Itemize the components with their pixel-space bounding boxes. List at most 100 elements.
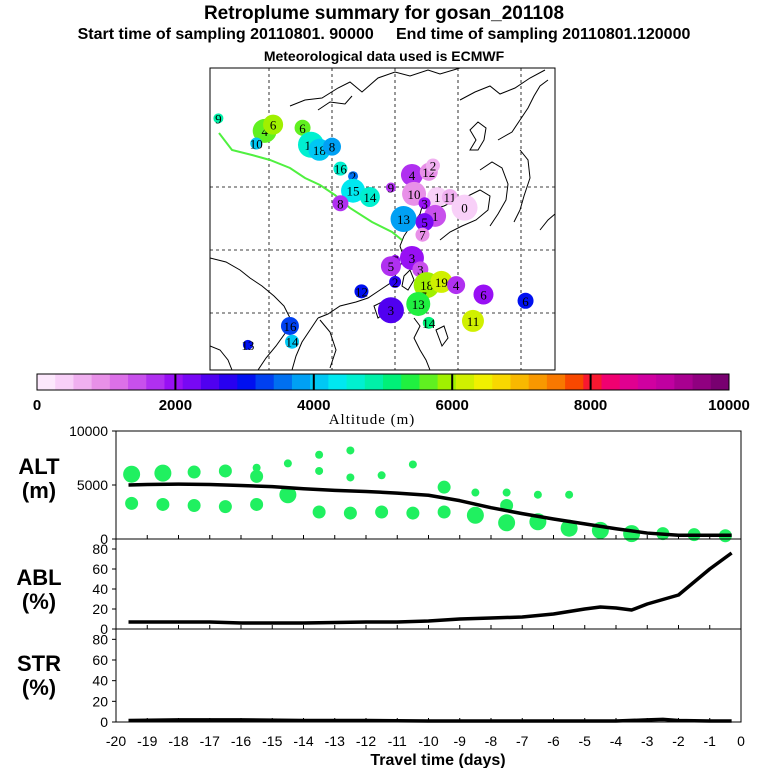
- cluster-marker: [285, 334, 300, 349]
- cluster-label: 2: [392, 275, 399, 290]
- cluster-marker: [294, 119, 311, 136]
- colorbar: 0 2000 4000 6000 8000 10000 Altitude (m): [33, 373, 750, 428]
- colorbar-swatch: [291, 374, 311, 390]
- y-tick-label: 5000: [77, 477, 108, 493]
- alt-label-line1: ALT: [18, 454, 60, 479]
- cluster-label: 14: [422, 316, 436, 331]
- cluster-marker: [425, 158, 440, 173]
- cluster-label: 15: [347, 184, 360, 199]
- cluster-label: 10: [250, 137, 263, 152]
- cluster-label: 9: [215, 111, 222, 126]
- colorbar-swatch: [200, 374, 220, 390]
- cluster-label: 6: [270, 118, 277, 133]
- x-tick-label: -3: [641, 733, 654, 749]
- colorbar-swatch: [55, 374, 74, 390]
- x-tick-label: -11: [388, 733, 407, 749]
- cluster-marker: [250, 137, 263, 150]
- cluster-marker: [517, 292, 534, 309]
- cluster-label: 18: [420, 278, 433, 293]
- colorbar-swatch: [383, 374, 402, 390]
- colorbar-swatch: [619, 374, 639, 390]
- colorbar-swatch: [528, 374, 548, 390]
- cluster-label: 16: [334, 162, 348, 177]
- x-tick-label: -13: [325, 733, 345, 749]
- cluster-marker: [213, 113, 224, 124]
- series-line: [128, 717, 732, 723]
- map-frame: [209, 67, 556, 371]
- cluster-marker: [400, 163, 423, 186]
- y-tick-label: 20: [92, 693, 108, 709]
- colorbar-swatch: [419, 374, 439, 390]
- x-tick-label: -8: [485, 733, 498, 749]
- x-tick-label: -7: [516, 733, 529, 749]
- cluster-marker: [451, 194, 478, 221]
- y-tick-label: 60: [92, 561, 108, 577]
- colorbar-swatch: [583, 374, 603, 390]
- end-time: End time of sampling 20110801.120000: [396, 26, 691, 43]
- alt-scatter-point: [375, 505, 389, 519]
- alt-scatter-point: [343, 506, 357, 520]
- alt-scatter-point: [437, 505, 451, 519]
- colorbar-swatch: [91, 374, 111, 390]
- alt-scatter-point: [123, 465, 141, 483]
- x-tick-label: -18: [168, 733, 188, 749]
- cluster-label: 5: [421, 215, 428, 230]
- alt-scatter-point: [187, 465, 201, 479]
- alt-scatter-point: [533, 490, 542, 499]
- x-tick-label: -19: [137, 733, 157, 749]
- cluster-label: 9: [388, 181, 395, 196]
- alt-scatter-point: [125, 496, 139, 510]
- colorbar-swatch: [637, 374, 657, 390]
- cluster-marker: [348, 171, 359, 182]
- colorbar-swatch: [273, 374, 293, 390]
- colorbar-tick-label: 10000: [708, 397, 750, 414]
- cluster-marker: [427, 186, 448, 207]
- colorbar-swatch: [455, 374, 475, 390]
- x-axis-title: Travel time (days): [370, 752, 505, 768]
- cluster-label: 14: [363, 190, 377, 205]
- x-tick-label: -5: [579, 733, 592, 749]
- alt-scatter-point: [466, 506, 484, 524]
- colorbar-label: Altitude (m): [329, 412, 416, 428]
- colorbar-tick-label: 6000: [436, 397, 469, 414]
- alt-scatter-point: [279, 486, 297, 504]
- cluster-label: 6: [480, 288, 487, 303]
- cluster-label: 4: [409, 168, 416, 183]
- cluster-label: 4: [261, 124, 268, 139]
- colorbar-swatch: [692, 374, 712, 390]
- cluster-label: 13: [412, 297, 425, 312]
- alt-scatter-point: [250, 497, 264, 511]
- colorbar-tick-label: 4000: [297, 397, 330, 414]
- y-tick-label: 80: [92, 631, 108, 647]
- panel-frame: [115, 538, 742, 630]
- abl-panel: 80 60 40 20 0: [92, 538, 742, 637]
- cluster-marker: [377, 297, 404, 324]
- cluster-marker: [354, 284, 369, 299]
- colorbar-tick-label: 2000: [159, 397, 192, 414]
- abl-panel-label: ABL (%): [4, 566, 74, 614]
- cluster-marker: [422, 316, 435, 329]
- cluster-marker: [359, 186, 380, 207]
- str-panel: 80 60 40 20 0: [92, 628, 742, 730]
- x-tick-label: -12: [356, 733, 376, 749]
- cluster-label: 8: [329, 140, 336, 155]
- cluster-marker: [406, 291, 431, 316]
- cluster-label: 5: [388, 259, 395, 274]
- alt-scatter-point: [315, 466, 324, 475]
- cluster-label: 11: [467, 314, 480, 329]
- cluster-label: 10: [408, 187, 421, 202]
- alt-scatter-point: [346, 473, 355, 482]
- cluster-marker: [341, 178, 366, 203]
- alt-scatter-point: [154, 464, 172, 482]
- x-tick-label: -17: [200, 733, 220, 749]
- cluster-label: 1: [434, 190, 441, 205]
- colorbar-swatch: [237, 374, 257, 390]
- alt-scatter-point: [377, 471, 386, 480]
- colorbar-swatch: [565, 374, 584, 390]
- chart-title: Retroplume summary for gosan_201108: [203, 3, 565, 24]
- colorbar-swatch: [219, 374, 238, 390]
- colorbar-swatch: [73, 374, 93, 390]
- cluster-label: 3: [417, 262, 424, 277]
- cluster-label: 1: [432, 209, 439, 224]
- x-tick-label: -20: [106, 733, 126, 749]
